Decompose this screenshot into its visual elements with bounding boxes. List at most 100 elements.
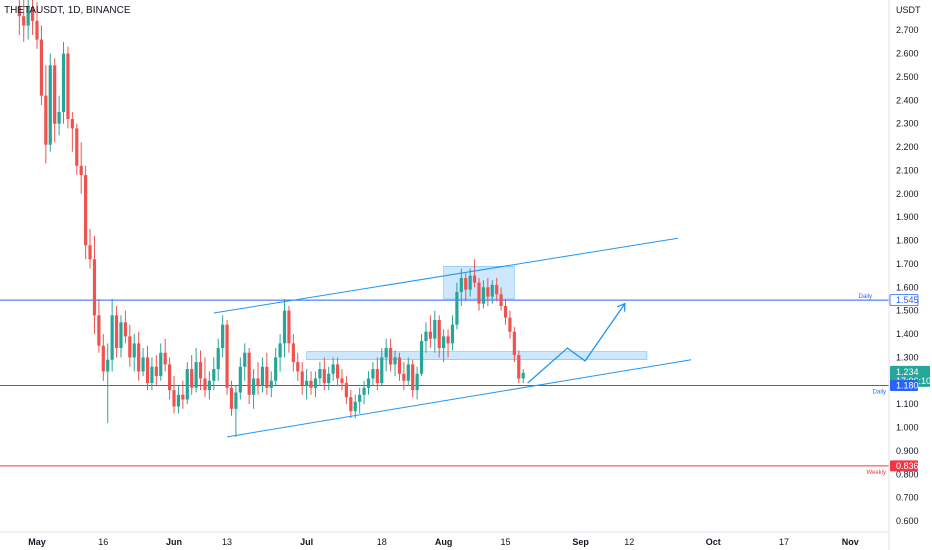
candle-body xyxy=(234,392,238,409)
candle-body xyxy=(397,357,402,374)
candle-body xyxy=(145,357,150,384)
candle-body xyxy=(472,275,477,283)
candle-body xyxy=(331,364,335,374)
candle-body xyxy=(322,369,326,384)
candle-body xyxy=(17,6,21,17)
price-tick-label: 2.600 xyxy=(896,49,919,59)
price-tick-label: 0.600 xyxy=(896,516,919,526)
price-tick-label: 1.100 xyxy=(896,399,919,409)
candle-body xyxy=(198,362,203,379)
price-tick-label: 1.900 xyxy=(896,212,919,222)
candle-body xyxy=(168,364,172,391)
candle-body xyxy=(44,95,48,145)
candle-body xyxy=(221,324,225,349)
candle-body xyxy=(517,355,521,379)
candle-body xyxy=(66,53,70,120)
candle-body xyxy=(97,315,101,346)
time-tick-label: Jul xyxy=(300,537,313,547)
time-tick-label: Aug xyxy=(435,537,453,547)
candle-body xyxy=(79,165,83,176)
candle-body xyxy=(35,20,39,40)
candle-body xyxy=(110,315,114,360)
candle-body xyxy=(128,336,132,358)
price-tick-label: 2.400 xyxy=(896,95,919,105)
projection-arrowhead xyxy=(617,302,626,312)
candle-body xyxy=(194,362,198,388)
candle-body xyxy=(150,366,154,384)
candle-body xyxy=(366,378,371,388)
projection-path xyxy=(527,303,626,384)
candle-body xyxy=(508,317,512,332)
candle-body xyxy=(274,357,278,381)
candle-body xyxy=(114,315,119,349)
candle-body xyxy=(344,383,348,398)
price-axis-currency: USDT xyxy=(896,5,921,15)
candle-body xyxy=(389,348,393,365)
price-tick-label: 0.900 xyxy=(896,446,919,456)
channel-upper-trendline xyxy=(213,237,678,314)
candle-body xyxy=(512,331,516,356)
candle-body xyxy=(30,6,35,21)
candle-body xyxy=(375,369,379,384)
price-tick-label: 1.600 xyxy=(896,282,919,292)
time-tick-label: May xyxy=(28,537,46,547)
time-tick-label: 18 xyxy=(377,537,387,547)
candle-body xyxy=(411,364,415,391)
candle-body xyxy=(468,275,472,290)
candle-body xyxy=(442,336,446,349)
candle-body xyxy=(61,53,66,113)
time-tick-label: Jun xyxy=(166,537,182,547)
candle-body xyxy=(132,343,136,358)
candle-body xyxy=(247,352,251,395)
channel-lower-trendline xyxy=(226,359,692,438)
candle-body xyxy=(313,378,318,388)
candle-body xyxy=(216,348,220,370)
candle-body xyxy=(141,357,145,372)
daily-lower-tag-value: 1.180 xyxy=(896,380,919,390)
candle-body xyxy=(282,310,287,344)
candle-body xyxy=(70,119,74,129)
candle-body xyxy=(154,366,158,377)
price-tick-label: 1.700 xyxy=(896,259,919,269)
candle-body xyxy=(437,320,441,349)
candle-body xyxy=(181,394,185,400)
candle-body xyxy=(459,277,463,292)
candle-body xyxy=(305,380,309,386)
candle-body xyxy=(353,401,357,412)
candle-body xyxy=(75,128,79,166)
current-price-value: 1.234 xyxy=(896,367,919,377)
candle-body xyxy=(477,282,481,304)
candle-body xyxy=(309,380,313,388)
price-ticks: 2.700 2.600 2.500 2.400 2.300 2.200 2.100 2.000… xyxy=(896,25,919,526)
time-tick-label: Nov xyxy=(842,537,859,547)
candle-body xyxy=(402,373,406,381)
candle-body xyxy=(503,305,508,318)
price-tick-label: 1.000 xyxy=(896,423,919,433)
candle-body xyxy=(380,357,384,384)
daily-lower-note: Daily xyxy=(873,389,886,395)
candle-body xyxy=(349,397,353,412)
candle-body xyxy=(203,378,207,391)
candle-body xyxy=(243,352,247,367)
price-tick-label: 1.800 xyxy=(896,236,919,246)
candle-body xyxy=(260,366,265,386)
candle-body xyxy=(251,378,256,395)
time-axis[interactable]: May 16 Jun 13 Jul 18 Aug 15 Sep 12 Oct 17 Nov xyxy=(0,531,889,547)
price-tick-label: 1.400 xyxy=(896,329,919,339)
candle-body xyxy=(26,6,30,26)
candle-body xyxy=(291,343,295,363)
candle-body xyxy=(137,343,141,372)
candle-body xyxy=(464,277,468,290)
tag-daily-upper: Daily 1.545 xyxy=(859,294,919,307)
candle-body xyxy=(424,331,428,342)
weekly-tag-value: 0.836 xyxy=(896,461,919,471)
resistance-zone xyxy=(306,351,648,360)
time-tick-label: 13 xyxy=(222,537,232,547)
time-ticks: May 16 Jun 13 Jul 18 Aug 15 Sep 12 Oct 17 Nov xyxy=(28,537,859,547)
price-axis[interactable]: USDT 2.700 2.600 2.500 2.400 2.300 2.200 2.100… xyxy=(888,0,921,550)
candle-body xyxy=(481,287,486,304)
candle-body xyxy=(123,322,127,337)
price-tick-label: 2.200 xyxy=(896,142,919,152)
candle-body xyxy=(39,39,44,96)
